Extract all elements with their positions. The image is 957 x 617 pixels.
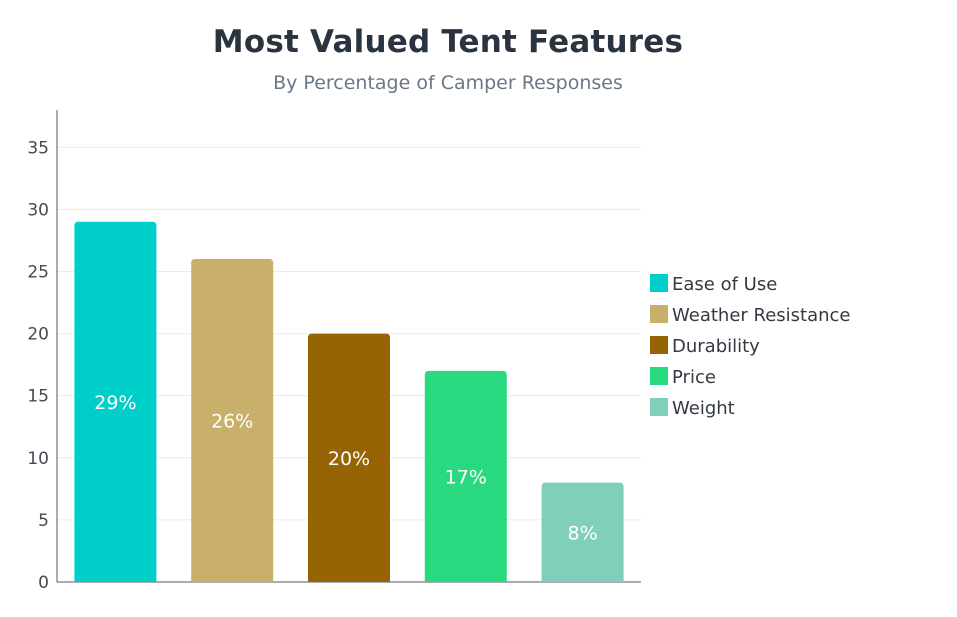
legend-entry: Ease of Use: [672, 274, 777, 295]
y-tick-label: 35: [27, 138, 49, 158]
bar-durability: [308, 333, 390, 582]
y-tick-label: 5: [38, 511, 49, 531]
legend-entry: Price: [672, 367, 716, 388]
data-label: 20%: [328, 448, 370, 470]
legend-entry: Weather Resistance: [672, 305, 851, 326]
legend-entry: Weight: [672, 398, 735, 419]
legend-swatch: [650, 336, 668, 354]
legend-swatch: [650, 398, 668, 416]
y-tick-label: 15: [27, 387, 49, 407]
bar-price: [424, 370, 507, 582]
data-label: 29%: [94, 392, 136, 414]
legend-swatch: [650, 274, 668, 292]
y-tick-label: 0: [38, 573, 49, 593]
chart-subtitle: By Percentage of Camper Responses: [273, 72, 623, 94]
data-label: 26%: [211, 411, 253, 433]
data-label: 8%: [568, 522, 598, 544]
axes: 0 5 10 15 20 25 30 35: [27, 110, 641, 593]
y-tick-label: 20: [27, 325, 49, 345]
bar-weather-resistance: [191, 259, 274, 582]
legend: Ease of Use Weather Resistance Durability P…: [650, 274, 851, 419]
bar-ease-of-use: [74, 221, 157, 582]
legend-swatch: [650, 367, 668, 385]
y-tick-label: 30: [27, 200, 49, 220]
legend-entry: Durability: [672, 336, 760, 357]
chart-title: Most Valued Tent Features: [212, 24, 684, 60]
data-label: 17%: [445, 466, 487, 488]
y-tick-label: 25: [27, 262, 49, 282]
data-labels: 29% 26% 20% 17% 8%: [94, 392, 597, 544]
y-tick-label: 10: [27, 449, 49, 469]
bars: [74, 221, 624, 582]
bar-weight: [541, 482, 624, 582]
legend-swatch: [650, 305, 668, 323]
